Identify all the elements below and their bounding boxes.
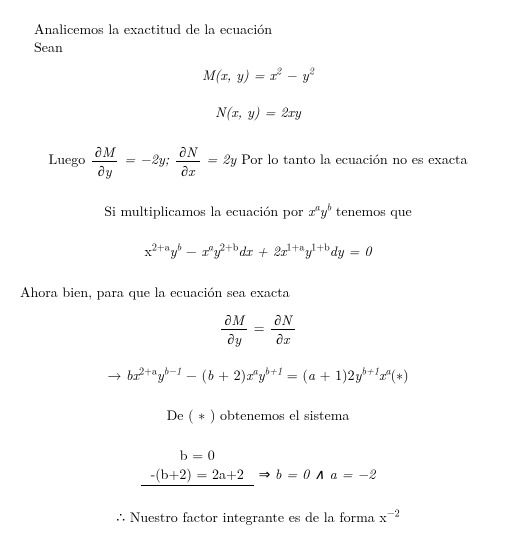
star-equation: → bx2+ayb−1 − (b + 2)xayb+1 = (a + 1)2yb…: [20, 366, 496, 384]
arrow-icon: →: [107, 365, 126, 385]
conclusion-line: ∴ Nuestro factor integrante es de la for…: [20, 508, 496, 526]
se-exp2pa: 2+a: [139, 363, 157, 377]
se-star: (∗): [391, 365, 409, 385]
eq-2y: = 2y: [202, 149, 242, 169]
se-a: a: [308, 365, 315, 385]
equation-multiplied: x2+ayb − xay2+bdx + 2x1+ay1+bdy = 0: [20, 242, 496, 260]
em-minus: −: [181, 241, 201, 261]
dN-num: ∂N: [176, 143, 199, 161]
multiply-line: Si multiplicamos la ecuación por xayb te…: [20, 202, 496, 220]
dM2-num: ∂M: [221, 311, 246, 329]
dN2-num: ∂N: [271, 311, 294, 329]
no-exacta-text: Por lo tanto la ecuación no es exacta: [241, 149, 467, 169]
therefore-icon: ∴: [116, 507, 130, 527]
equation-M: M(x, y) = x2 − y2: [20, 66, 496, 84]
se-plus12: + 1)2: [315, 365, 355, 385]
frac-dM-dy: ∂M∂y: [92, 143, 117, 180]
se-expbm1: b−1: [164, 363, 182, 377]
dM-num: ∂M: [92, 143, 117, 161]
em-exp1: 2+a: [152, 240, 170, 254]
implies-icon: ⇒: [254, 464, 275, 484]
M-y: y: [302, 65, 309, 85]
frac-dM-dy-2: ∂M∂y: [221, 311, 246, 348]
si-mult-1: Si multiplicamos la ecuación por: [104, 201, 308, 221]
M-minus: −: [281, 65, 302, 85]
de-star-line: De ( ∗ ) obtenemos el sistema: [20, 406, 496, 424]
yb-y: y: [320, 201, 327, 221]
sys-eq1: b = 0: [151, 446, 244, 464]
em-y1: y: [170, 241, 177, 261]
sys-eq2: -(b+2) = 2a+2: [151, 465, 244, 483]
equation-N: N(x, y) = 2xy: [20, 103, 496, 121]
exact-condition: ∂M∂y = ∂N∂x: [20, 311, 496, 348]
em-x1: x: [144, 241, 151, 261]
dM2-den: ∂y: [221, 329, 246, 348]
si-mult-2: tenemos que: [331, 201, 412, 221]
se-expbp1: b+1: [265, 363, 283, 377]
partial-deriv-line: Luego ∂M∂y = −2y; ∂N∂x = 2y Por lo tanto…: [20, 143, 496, 180]
se-y1: y: [157, 365, 164, 385]
sys-result: b = 0 ∧ a = −2: [275, 464, 375, 484]
eq-neg2y: = −2y;: [119, 149, 174, 169]
intro-line-1: Analicemos la exactitud de la ecuación: [20, 20, 496, 38]
se-y2: y: [258, 365, 265, 385]
system-box: b = 0 -(b+2) = 2a+2: [141, 446, 254, 485]
se-eqrhs: = (: [282, 365, 308, 385]
luego-text: Luego: [49, 149, 90, 169]
dM-den: ∂y: [92, 161, 117, 180]
system-line: b = 0 -(b+2) = 2a+2 ⇒ b = 0 ∧ a = −2: [20, 446, 496, 485]
em-dxplus: dx + 2: [238, 241, 280, 261]
intro-line-2: Sean: [20, 38, 496, 56]
em-exp1pa: 1+a: [286, 240, 304, 254]
M-y-exp: 2: [309, 64, 314, 78]
nuestro-text: Nuestro factor integrante es de la forma…: [130, 507, 387, 527]
em-exp1pb: 1+b: [311, 240, 329, 254]
frac-dN-dx-2: ∂N∂x: [271, 311, 294, 348]
ahora-line: Ahora bien, para que la ecuación sea exa…: [20, 283, 496, 301]
M-lhs: M(x, y) =: [202, 65, 269, 85]
frac-dN-dx: ∂N∂x: [176, 143, 199, 180]
em-y2: y: [213, 241, 220, 261]
se-minusparen: − (: [181, 365, 207, 385]
dN-den: ∂x: [176, 161, 199, 180]
exp-neg2: −2: [387, 505, 400, 519]
em-dyeq0: dy = 0: [330, 241, 372, 261]
dN2-den: ∂x: [271, 329, 294, 348]
se-plus2: + 2): [213, 365, 246, 385]
se-expbp1-2: b+1: [361, 363, 379, 377]
em-exp2pb: 2+b: [220, 240, 238, 254]
